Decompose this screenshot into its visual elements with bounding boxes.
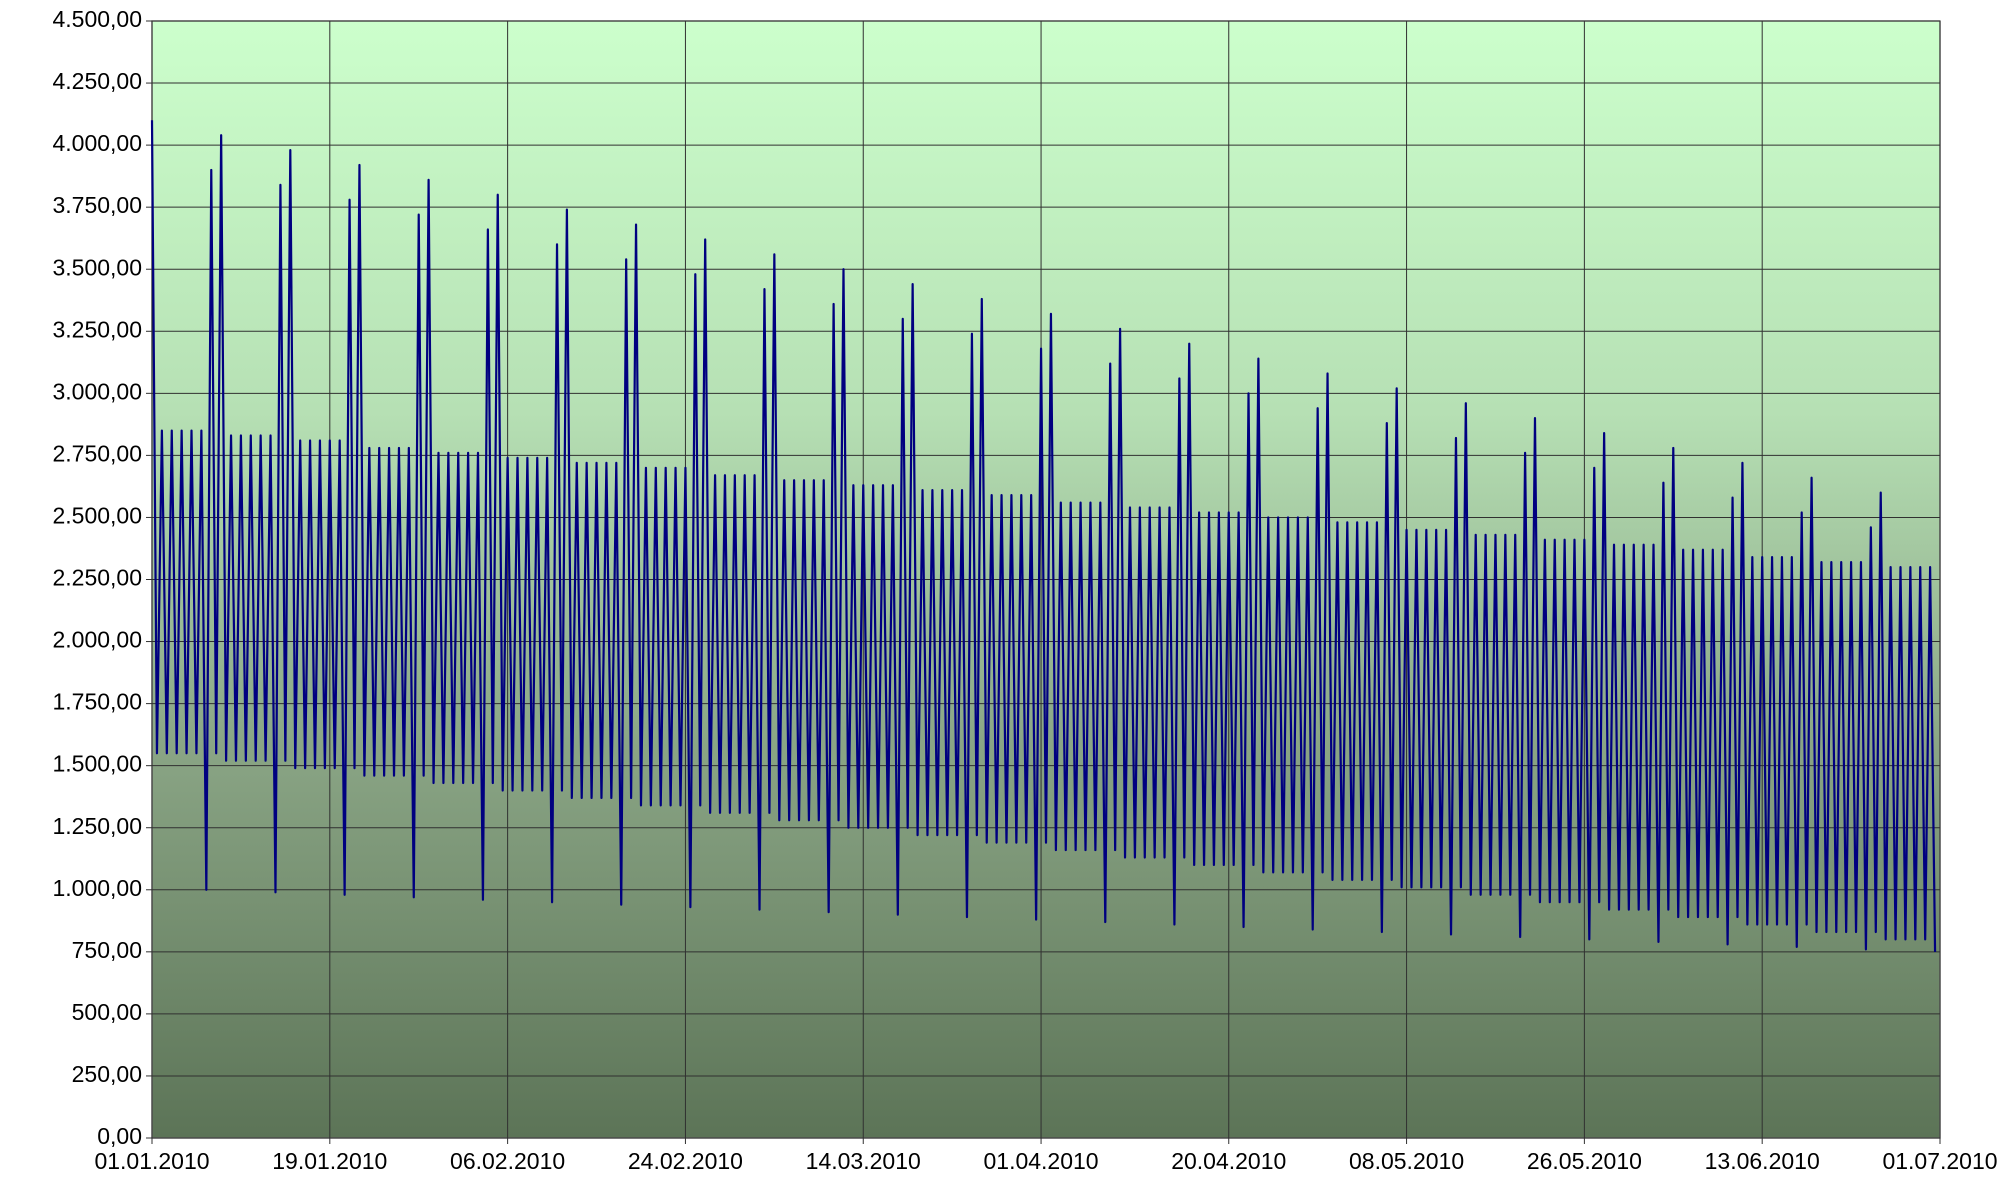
y-tick-label: 3.750,00: [52, 192, 142, 218]
x-tick-label: 24.02.2010: [628, 1148, 743, 1174]
x-tick-label: 01.01.2010: [94, 1148, 209, 1174]
y-tick-label: 1.750,00: [52, 689, 142, 715]
x-tick-label: 14.03.2010: [806, 1148, 921, 1174]
y-tick-label: 3.000,00: [52, 378, 142, 404]
y-tick-label: 2.000,00: [52, 627, 142, 653]
y-tick-label: 3.250,00: [52, 316, 142, 342]
y-tick-label: 2.250,00: [52, 565, 142, 591]
x-tick-label: 06.02.2010: [450, 1148, 565, 1174]
x-tick-label: 26.05.2010: [1527, 1148, 1642, 1174]
y-tick-label: 0,00: [97, 1123, 142, 1149]
y-tick-label: 2.500,00: [52, 503, 142, 529]
x-tick-label: 13.06.2010: [1705, 1148, 1820, 1174]
y-tick-label: 1.000,00: [52, 875, 142, 901]
y-tick-label: 4.500,00: [52, 6, 142, 32]
y-tick-label: 1.250,00: [52, 813, 142, 839]
y-tick-label: 500,00: [72, 999, 142, 1025]
y-tick-label: 750,00: [72, 937, 142, 963]
y-tick-label: 250,00: [72, 1061, 142, 1087]
y-tick-label: 4.000,00: [52, 130, 142, 156]
y-tick-label: 1.500,00: [52, 751, 142, 777]
x-tick-label: 20.04.2010: [1171, 1148, 1286, 1174]
y-tick-label: 2.750,00: [52, 440, 142, 466]
x-tick-label: 01.04.2010: [983, 1148, 1098, 1174]
data-line: [150, 120, 1937, 952]
x-tick-label: 08.05.2010: [1349, 1148, 1464, 1174]
x-tick-label: 01.07.2010: [1882, 1148, 1997, 1174]
labels: 0,00 250,00 500,00 750,00 1.000,00 1.250,00 1.…: [52, 6, 1997, 1174]
marks: [150, 120, 1937, 952]
x-tick-label: 19.01.2010: [272, 1148, 387, 1174]
y-tick-label: 4.250,00: [52, 68, 142, 94]
y-tick-label: 3.500,00: [52, 254, 142, 280]
